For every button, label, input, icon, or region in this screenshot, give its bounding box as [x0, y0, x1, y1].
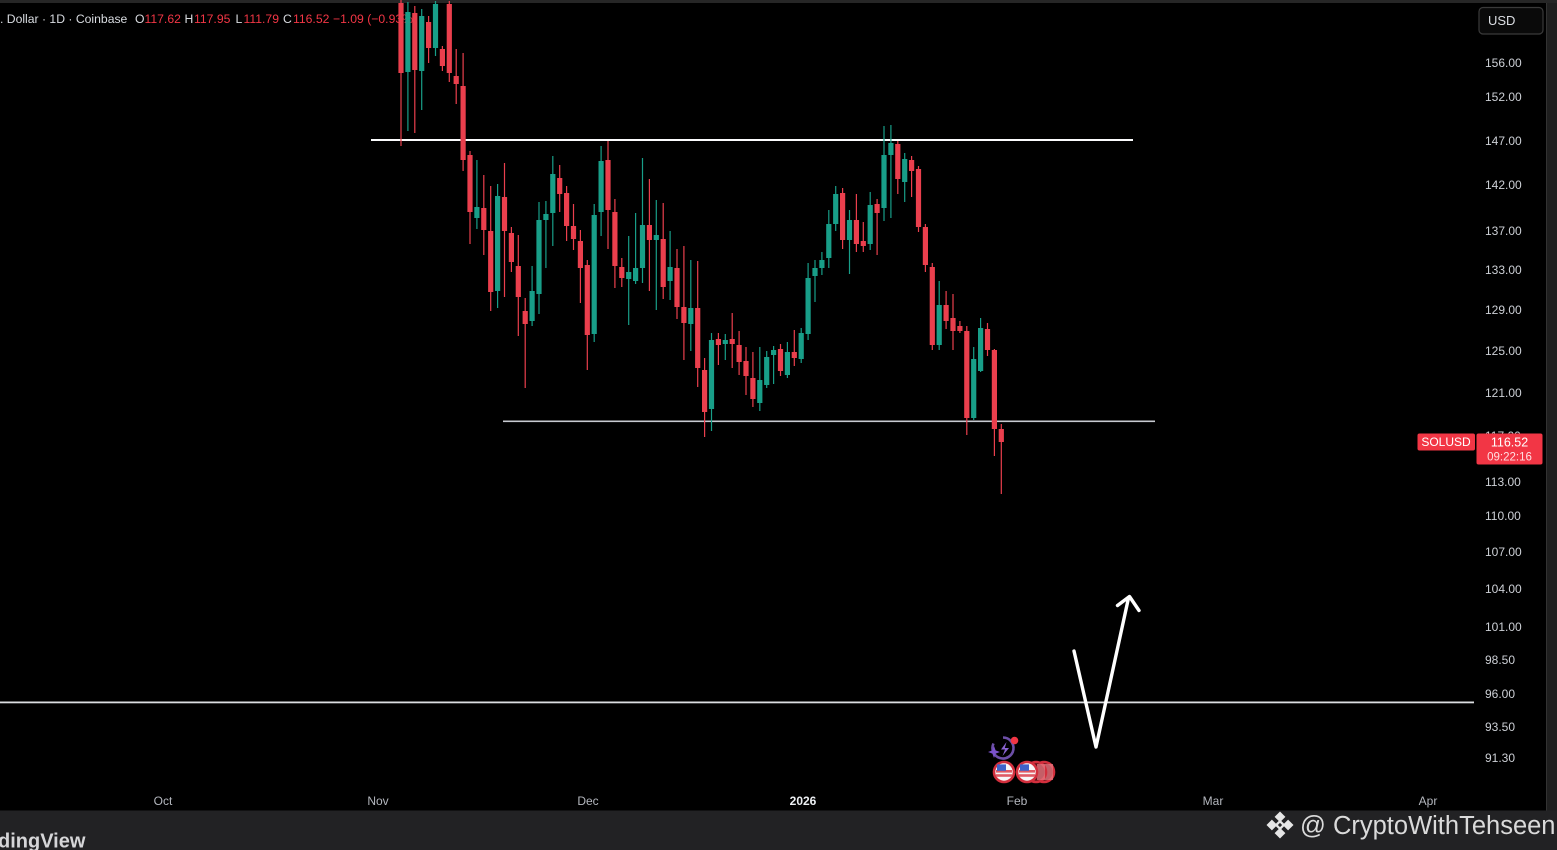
svg-text:101.00: 101.00 — [1485, 620, 1522, 634]
svg-text:121.00: 121.00 — [1485, 386, 1522, 400]
svg-text:152.00: 152.00 — [1485, 90, 1522, 104]
svg-text:116.52: 116.52 — [293, 12, 330, 26]
svg-text:111.79: 111.79 — [244, 12, 280, 26]
svg-text:Apr: Apr — [1419, 794, 1438, 808]
svg-text:125.00: 125.00 — [1485, 344, 1522, 358]
svg-text:93.50: 93.50 — [1485, 720, 1515, 734]
svg-text:@ CryptoWithTehseen: @ CryptoWithTehseen — [1300, 812, 1556, 840]
svg-text:O: O — [135, 12, 144, 26]
svg-text:104.00: 104.00 — [1485, 582, 1522, 596]
svg-text:113.00: 113.00 — [1485, 475, 1521, 489]
svg-text:Nov: Nov — [367, 794, 388, 808]
svg-text:C: C — [283, 12, 292, 26]
svg-text:H: H — [185, 12, 194, 26]
svg-text:129.00: 129.00 — [1485, 303, 1522, 317]
svg-text:133.00: 133.00 — [1485, 263, 1522, 277]
svg-text:Feb: Feb — [1007, 794, 1028, 808]
svg-text:98.50: 98.50 — [1485, 653, 1515, 667]
svg-text:Oct: Oct — [154, 794, 173, 808]
svg-text:L: L — [236, 12, 243, 26]
svg-text:96.00: 96.00 — [1485, 687, 1515, 701]
svg-text:dingView: dingView — [0, 831, 86, 850]
svg-text:−1.09 (−0.93%): −1.09 (−0.93%) — [333, 12, 417, 26]
svg-text:147.00: 147.00 — [1485, 134, 1522, 148]
svg-text:Dec: Dec — [577, 794, 598, 808]
svg-text:91.30: 91.30 — [1485, 751, 1515, 765]
svg-text:142.00: 142.00 — [1485, 178, 1522, 192]
svg-text:Mar: Mar — [1203, 794, 1224, 808]
svg-text:110.00: 110.00 — [1485, 509, 1521, 523]
svg-text:116.52: 116.52 — [1491, 436, 1528, 450]
svg-text:SOLUSD: SOLUSD — [1421, 435, 1471, 449]
svg-text:156.00: 156.00 — [1485, 56, 1522, 70]
svg-text:107.00: 107.00 — [1485, 545, 1522, 559]
svg-text:09:22:16: 09:22:16 — [1487, 452, 1532, 464]
svg-text:137.00: 137.00 — [1485, 224, 1522, 238]
svg-text:USD: USD — [1488, 13, 1515, 28]
svg-text:117.95: 117.95 — [194, 12, 231, 26]
svg-text:2026: 2026 — [790, 794, 817, 808]
svg-text:. Dollar · 1D · Coinbase: . Dollar · 1D · Coinbase — [0, 12, 128, 26]
svg-text:117.62: 117.62 — [145, 12, 182, 26]
